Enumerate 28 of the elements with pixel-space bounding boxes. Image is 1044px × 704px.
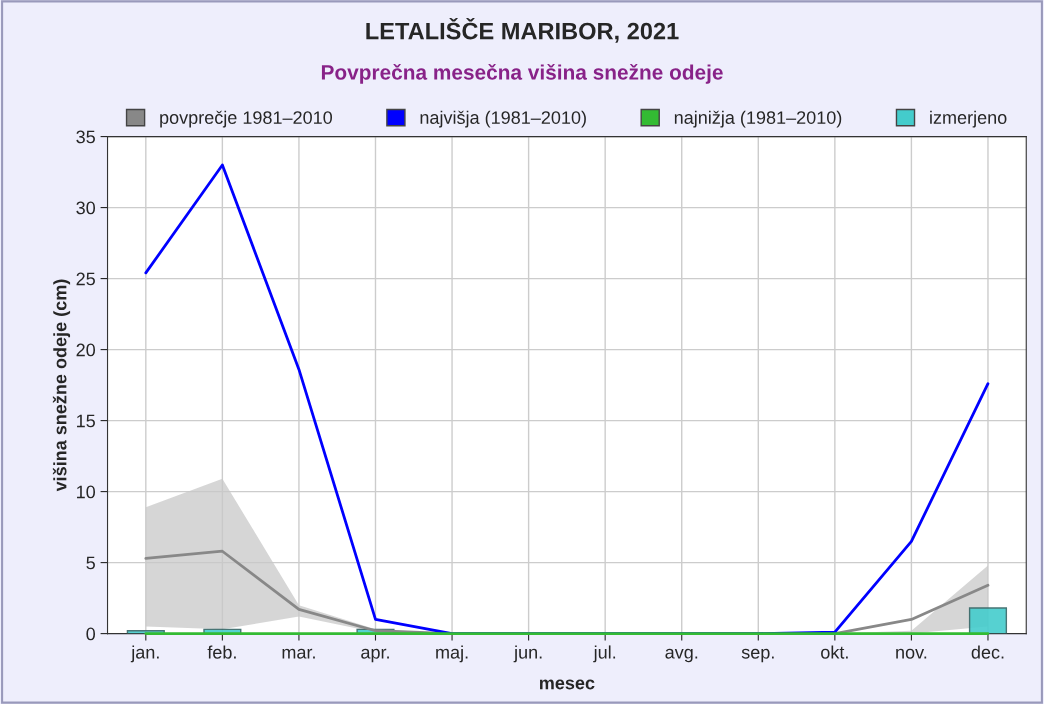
y-tick-label: 0 xyxy=(86,627,96,641)
x-tick-label: sep. xyxy=(741,648,774,663)
x-axis-title: mesec xyxy=(539,679,595,690)
y-tick-label: 10 xyxy=(77,485,96,499)
chart-subtitle: Povprečna mesečna višina snežne odeje xyxy=(321,63,723,84)
legend-label: povprečje 1981–2010 xyxy=(160,110,333,128)
x-tick-label: mar. xyxy=(282,648,315,659)
y-tick-label: 15 xyxy=(77,414,95,428)
y-tick-label: 25 xyxy=(76,272,95,286)
chart-title: LETALIŠČE MARIBOR, 2021 xyxy=(366,18,679,43)
x-tick-label: avg. xyxy=(665,648,698,663)
y-tick-label: 20 xyxy=(76,343,96,357)
x-tick-label: jan. xyxy=(130,645,159,663)
legend-label: najvišja (1981–2010) xyxy=(420,110,586,128)
y-tick-label: 35 xyxy=(76,130,95,144)
legend-label: najnižja (1981–2010) xyxy=(674,110,842,128)
x-tick-label: jul. xyxy=(593,645,616,663)
x-tick-label: feb. xyxy=(207,645,236,659)
legend-label: izmerjeno xyxy=(930,110,1007,128)
x-tick-label: okt. xyxy=(821,645,848,659)
x-tick-label: jun. xyxy=(513,645,542,663)
y-tick-label: 30 xyxy=(76,201,96,215)
x-tick-label: maj. xyxy=(436,645,468,663)
y-axis-title: višina snežne odeje (cm) xyxy=(52,279,71,492)
x-tick-label: apr. xyxy=(361,648,389,663)
x-tick-label: dec. xyxy=(971,645,1004,659)
y-tick-label: 5 xyxy=(86,556,95,570)
x-tick-label: nov. xyxy=(896,648,927,659)
